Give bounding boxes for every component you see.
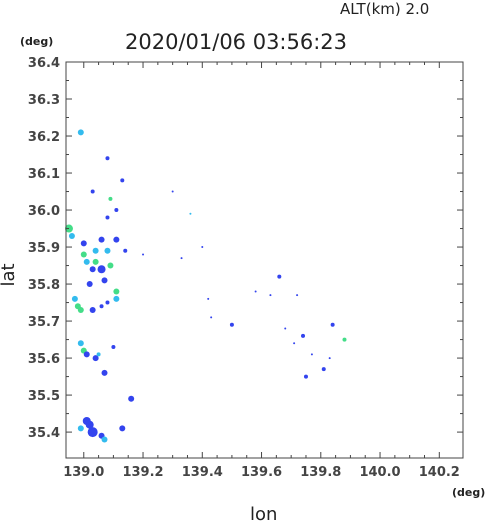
data-point [77, 306, 84, 313]
altitude-label: ALT(km) 2.0 [340, 0, 429, 18]
data-point [111, 344, 116, 349]
data-point [342, 337, 347, 342]
data-point [96, 352, 101, 357]
data-point [89, 306, 96, 313]
data-point [123, 248, 128, 253]
y-tick-label: 36.2 [28, 130, 60, 145]
x-tick-label: 140.0 [359, 465, 400, 480]
axes: 139.0 139.2 139.4 139.6 139.8 140.0 140.2 35.4 3… [28, 56, 463, 480]
data-point [99, 304, 104, 309]
data-point [80, 240, 87, 247]
data-point [113, 295, 120, 302]
data-point [201, 246, 204, 249]
data-point [105, 300, 110, 305]
data-point [107, 262, 114, 269]
data-point [296, 294, 299, 297]
data-point [101, 277, 108, 284]
data-point [86, 281, 93, 288]
data-point [120, 178, 125, 183]
data-point [210, 316, 213, 319]
data-point [303, 374, 308, 379]
data-point [101, 436, 108, 443]
x-tick-label: 140.2 [419, 465, 460, 480]
data-point [293, 342, 296, 345]
data-point [105, 215, 110, 220]
data-point [92, 247, 99, 254]
data-point [277, 274, 282, 279]
y-tick-label: 35.8 [28, 278, 60, 293]
data-point [207, 297, 210, 300]
data-point [284, 327, 287, 330]
data-point [113, 236, 120, 243]
data-point [77, 425, 84, 432]
data-point [89, 266, 96, 273]
x-axis-unit: (deg) [452, 486, 485, 499]
data-points [64, 129, 347, 443]
y-tick-label: 35.9 [28, 241, 60, 256]
x-tick-label: 139.8 [300, 465, 341, 480]
data-point [301, 333, 306, 338]
data-point [80, 251, 87, 258]
data-point [180, 257, 183, 260]
x-tick-label: 139.4 [182, 465, 223, 480]
x-tick-label: 139.6 [241, 465, 282, 480]
data-point [92, 355, 99, 362]
data-point [68, 232, 75, 239]
data-point [142, 253, 145, 256]
data-point [108, 196, 113, 201]
data-point [269, 294, 272, 297]
data-point [114, 208, 119, 213]
y-tick-label: 35.6 [28, 352, 60, 367]
data-point [229, 322, 234, 327]
data-point [85, 420, 94, 429]
y-tick-label: 35.4 [28, 426, 60, 441]
data-point [87, 427, 98, 438]
data-point [101, 369, 108, 376]
data-point [77, 340, 84, 347]
data-point [310, 353, 313, 356]
data-point [71, 295, 78, 302]
y-tick-label: 35.5 [28, 389, 60, 404]
data-point [83, 258, 90, 265]
y-tick-label: 35.7 [28, 315, 60, 330]
data-point [189, 212, 192, 215]
y-axis-title: lat [0, 263, 19, 286]
data-point [97, 265, 106, 274]
data-point [105, 156, 110, 161]
data-point [330, 322, 335, 327]
y-tick-label: 36.1 [28, 167, 60, 182]
data-point [77, 129, 84, 136]
y-tick-label: 36.3 [28, 93, 60, 108]
x-tick-label: 139.0 [63, 465, 104, 480]
data-point [92, 258, 99, 265]
chart-title: 2020/01/06 03:56:23 [125, 30, 347, 54]
y-tick-label: 36.0 [28, 204, 60, 219]
data-point [83, 351, 90, 358]
data-point [328, 357, 331, 360]
y-axis-unit: (deg) [20, 35, 53, 48]
data-point [254, 290, 257, 293]
plot-frame [65, 61, 464, 459]
data-point [104, 247, 111, 254]
x-axis-title: lon [250, 504, 277, 521]
y-tick-label: 36.4 [28, 56, 60, 71]
data-point [113, 288, 120, 295]
data-point [119, 425, 126, 432]
data-point [90, 189, 95, 194]
data-point [128, 395, 135, 402]
data-point [321, 367, 326, 372]
x-tick-label: 139.2 [122, 465, 163, 480]
data-point [171, 190, 174, 193]
data-point [98, 236, 105, 243]
